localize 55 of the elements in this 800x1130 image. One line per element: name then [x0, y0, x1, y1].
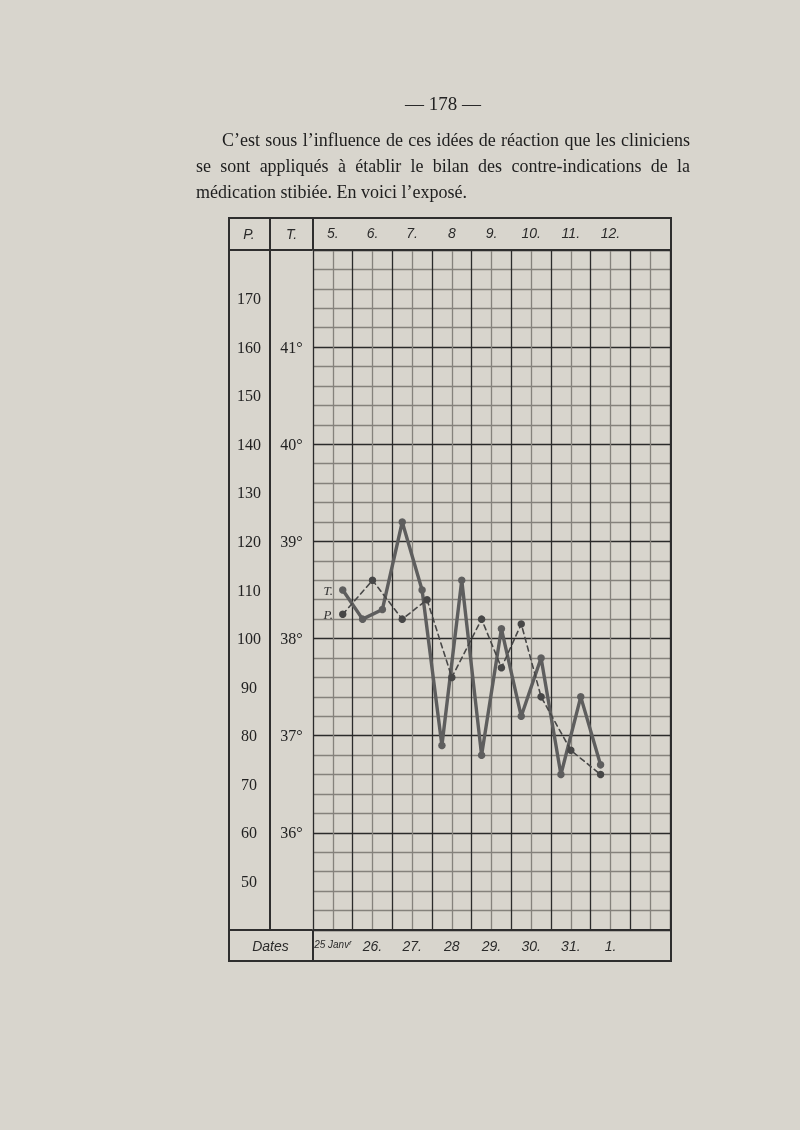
y-tick-label: 40° [280, 435, 303, 453]
text: — 178 — [404, 93, 482, 115]
y2-tick-label: 130 [237, 484, 261, 502]
x-tick-label: 28 [443, 938, 460, 954]
point [438, 741, 446, 750]
y-tick-label: 41° [280, 338, 303, 356]
y2-tick-label: 80 [241, 727, 257, 745]
y2-tick-label: 120 [237, 532, 261, 550]
point [398, 518, 406, 526]
point [577, 693, 585, 701]
y2-tick-label: 50 [241, 872, 257, 890]
x2-tick-label: 9. [485, 225, 498, 241]
point [418, 586, 426, 594]
point [497, 625, 506, 633]
y-tick-label: 38° [280, 630, 303, 648]
chart-title: C’est sous l’influence de ces idées de réaction que les cliniciens se sont appliqués à établir le bilan des contre-indications de la médication stibiée. En voici l’exposé. [196, 129, 690, 204]
point [557, 770, 565, 779]
point [378, 605, 387, 614]
x-tick-label: 26. [361, 938, 383, 954]
y2-tick-label: 90 [241, 678, 257, 696]
point [339, 586, 347, 594]
x2-tick-label: 6. [366, 225, 379, 241]
x2-tick-label: 8 [447, 225, 456, 241]
x-axis-title: Dates [252, 938, 289, 954]
x-tick-label: 1. [604, 938, 617, 954]
y2-tick-label: 160 [237, 338, 261, 356]
y2-tick-label: 140 [237, 435, 261, 453]
point [358, 615, 367, 623]
y-tick-label: 36° [280, 824, 303, 842]
y2-tick-label: 100 [237, 630, 261, 648]
y2-tick-label: 150 [237, 387, 261, 405]
y-tick-label: 37° [280, 727, 303, 745]
series-label: T. [323, 582, 333, 598]
series-label: P. [322, 606, 333, 622]
y2-tick-label: 60 [241, 824, 257, 842]
point [596, 761, 605, 769]
x-tick-label: 27. [401, 938, 422, 954]
point [517, 712, 525, 721]
x-tick-label: 31. [561, 938, 581, 954]
x2-tick-label: 7. [406, 225, 419, 241]
point [477, 751, 486, 759]
x2-tick-label: 5. [326, 225, 339, 241]
x2-tick-label: 11. [561, 225, 581, 241]
y-tick-label: 39° [280, 532, 303, 550]
y2-tick-label: 170 [237, 290, 261, 308]
y2-tick-label: 70 [241, 775, 257, 793]
x2-tick-label: 12. [600, 225, 621, 241]
x2-tick-label: 10. [521, 225, 541, 241]
x-tick-label: 29. [480, 938, 502, 954]
y2-tick-label: 110 [237, 581, 261, 599]
point [458, 576, 466, 585]
x-tick-label: 30. [521, 938, 541, 954]
y-axis-title: T. [285, 225, 298, 242]
y2-axis-title: P. [243, 225, 255, 242]
point [537, 654, 545, 662]
